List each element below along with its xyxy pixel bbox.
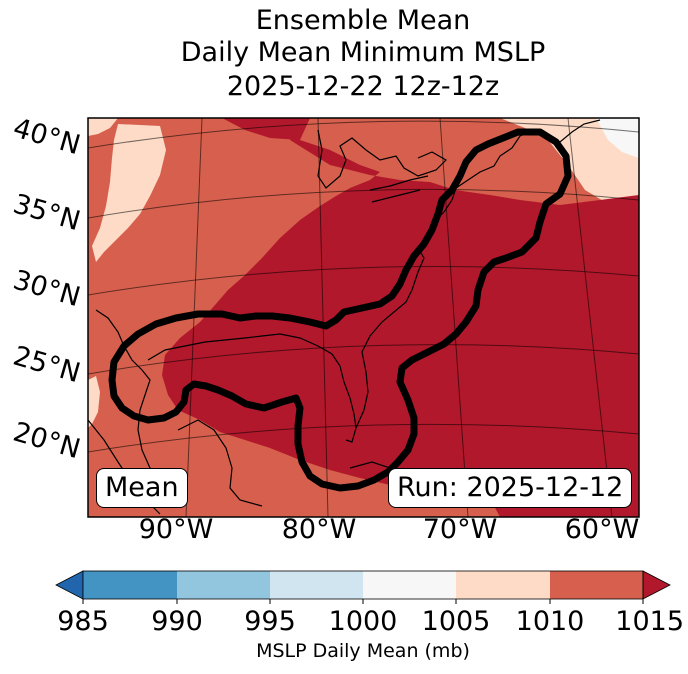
field-over-1015 bbox=[162, 118, 639, 517]
field-1005-1010-west-edge bbox=[88, 376, 100, 428]
colorbar-tick-985: 985 bbox=[57, 606, 109, 637]
title-line-2: Daily Mean Minimum MSLP bbox=[180, 37, 546, 68]
graticule-lon-60 bbox=[567, 118, 613, 517]
colorbar-label: MSLP Daily Mean (mb) bbox=[256, 640, 470, 662]
coastline-gulf bbox=[95, 309, 357, 489]
graticule-lat-25 bbox=[88, 344, 639, 375]
graticule-lat-40 bbox=[88, 120, 639, 149]
lon-label-90: 90°W bbox=[138, 514, 214, 545]
field-1005-1010-west bbox=[92, 124, 166, 262]
graticule-lon-70 bbox=[439, 118, 469, 517]
graticule-lat-30 bbox=[88, 265, 639, 296]
lon-label-60: 60°W bbox=[564, 514, 640, 545]
field-1005-1010-northwest bbox=[88, 118, 118, 136]
coastline-great-lakes bbox=[317, 129, 447, 203]
colorbar-tick-990: 990 bbox=[151, 606, 203, 637]
field-over-1015-top bbox=[222, 118, 310, 140]
coastline-florida-east bbox=[355, 289, 413, 429]
coastline-yucatan bbox=[177, 419, 263, 507]
colorbar-tick-1010: 1010 bbox=[515, 606, 585, 637]
colorbar-tick-1005: 1005 bbox=[421, 606, 491, 637]
contour-1015 bbox=[108, 128, 572, 492]
run-date-badge: Run: 2025-12-12 bbox=[388, 468, 633, 508]
field-1000-1005-northeast bbox=[596, 118, 639, 158]
colorbar-tick-995: 995 bbox=[244, 606, 296, 637]
colorbar-tick-1000: 1000 bbox=[328, 606, 398, 637]
mean-badge: Mean bbox=[96, 468, 188, 508]
map-frame bbox=[87, 117, 640, 518]
lon-label-80: 80°W bbox=[281, 514, 357, 545]
title-line-3: 2025-12-22 12z-12z bbox=[226, 71, 500, 102]
title-line-1: Ensemble Mean bbox=[255, 5, 471, 36]
graticule-lat-20 bbox=[88, 423, 639, 453]
graticule-lon-80 bbox=[317, 118, 329, 517]
lon-label-70: 70°W bbox=[422, 514, 498, 545]
colorbar-tick-1015: 1015 bbox=[615, 606, 684, 637]
